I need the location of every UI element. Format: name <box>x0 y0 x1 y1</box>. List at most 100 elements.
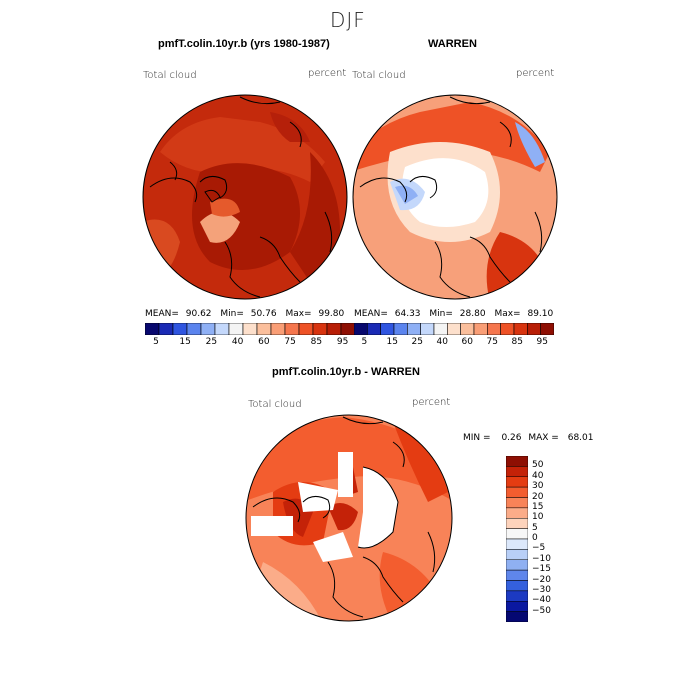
colorbar-tick-label: 20 <box>532 491 544 502</box>
page-title: DJF <box>330 8 366 32</box>
panel3-max-label: MAX = <box>528 433 559 443</box>
colorbar-swatch <box>506 559 528 571</box>
colorbar-tick-label: −50 <box>532 605 551 616</box>
colorbar-tick-label: 15 <box>179 337 191 347</box>
panel2-polar-map <box>352 94 558 300</box>
panel2-title: WARREN <box>428 38 477 50</box>
colorbar-swatch <box>487 323 501 335</box>
panel2-colorbar <box>354 323 554 335</box>
colorbar-swatch <box>228 323 244 335</box>
colorbar-tick-label: 15 <box>386 337 398 347</box>
colorbar-swatch <box>506 518 528 529</box>
panel3-max-value: 68.01 <box>567 433 594 443</box>
colorbar-swatch <box>540 323 554 335</box>
colorbar-swatch <box>433 323 448 335</box>
panel1-colorbar-ticks: 5 15 25 40 60 75 85 95 <box>145 337 355 349</box>
colorbar-swatch <box>214 323 230 335</box>
panel1-mean-label: MEAN= <box>145 309 179 319</box>
colorbar-tick-label: 10 <box>532 512 544 523</box>
colorbar-tick-label: 75 <box>486 337 498 347</box>
colorbar-swatch <box>506 507 528 519</box>
panel3-colorbar-ticks: 50 40 30 20 15 10 5 0 −5 −10 −15 −20 −30 −40 −50 <box>532 456 572 622</box>
colorbar-tick-label: −15 <box>532 564 551 575</box>
colorbar-swatch <box>506 456 528 467</box>
colorbar-swatch <box>506 486 528 498</box>
colorbar-swatch <box>506 590 528 602</box>
colorbar-swatch <box>407 323 421 335</box>
colorbar-tick-label: 0 <box>532 533 538 543</box>
colorbar-tick-label: 85 <box>310 337 323 347</box>
panel2-units-label: percent <box>516 68 555 79</box>
colorbar-swatch <box>326 323 342 335</box>
colorbar-swatch <box>506 549 528 560</box>
panel2-field-label: Total cloud <box>352 70 406 81</box>
colorbar-swatch <box>527 323 541 335</box>
panel1-polar-map <box>142 94 348 300</box>
colorbar-swatch <box>506 611 528 622</box>
colorbar-swatch <box>256 323 272 335</box>
colorbar-swatch <box>473 323 488 335</box>
panel1-max-label: Max= <box>285 309 312 319</box>
colorbar-tick-label: 75 <box>284 337 296 347</box>
colorbar-tick-label: 85 <box>511 337 523 347</box>
colorbar-swatch <box>506 601 528 612</box>
colorbar-swatch <box>506 476 528 488</box>
colorbar-swatch <box>506 569 528 581</box>
colorbar-swatch <box>270 323 286 335</box>
colorbar-swatch <box>284 323 300 335</box>
colorbar-swatch <box>145 323 160 335</box>
colorbar-tick-label: −10 <box>532 553 551 564</box>
colorbar-swatch <box>506 497 528 509</box>
colorbar-tick-label: 60 <box>258 337 270 347</box>
colorbar-tick-label: 5 <box>361 337 368 347</box>
panel3-polar-map <box>245 414 453 622</box>
colorbar-swatch <box>340 323 355 335</box>
colorbar-swatch <box>500 323 515 335</box>
colorbar-swatch <box>506 466 528 477</box>
colorbar-tick-label: 40 <box>231 337 244 347</box>
panel3-field-label: Total cloud <box>248 399 302 410</box>
colorbar-swatch <box>298 323 314 335</box>
colorbar-swatch <box>447 323 461 335</box>
colorbar-swatch <box>354 323 368 335</box>
panel3-min-value: 0.26 <box>501 433 522 443</box>
colorbar-tick-label: −20 <box>532 574 551 585</box>
colorbar-tick-label: 50 <box>532 460 544 471</box>
panel2-colorbar-ticks: 5 15 25 40 60 75 85 95 <box>354 337 554 349</box>
colorbar-swatch <box>513 323 528 335</box>
panel2-min-value: 28.80 <box>459 309 486 319</box>
colorbar-tick-label: 25 <box>205 337 218 347</box>
panel2-max-value: 89.10 <box>527 309 554 319</box>
panel2-stats: MEAN= 64.33 Min= 28.80 Max= 89.10 <box>354 309 553 319</box>
colorbar-tick-label: 15 <box>532 501 544 512</box>
panel2-mean-label: MEAN= <box>354 309 388 319</box>
panel1-mean-value: 90.62 <box>185 309 212 319</box>
panel1-title: pmfT.colin.10yr.b (yrs 1980-1987) <box>158 38 330 50</box>
colorbar-swatch <box>420 323 435 335</box>
colorbar-swatch <box>380 323 395 335</box>
panel3-units-label: percent <box>412 397 451 408</box>
panel1-field-label: Total cloud <box>143 70 197 81</box>
panel1-min-label: Min= <box>220 309 244 319</box>
colorbar-tick-label: −40 <box>532 595 551 606</box>
colorbar-tick-label: 5 <box>532 522 538 533</box>
colorbar-swatch <box>242 323 258 335</box>
panel2-max-label: Max= <box>494 309 521 319</box>
colorbar-swatch <box>393 323 408 335</box>
colorbar-swatch <box>186 323 202 335</box>
panel3-title: pmfT.colin.10yr.b - WARREN <box>272 366 420 378</box>
colorbar-tick-label: 40 <box>532 470 544 481</box>
panel2-min-label: Min= <box>429 309 453 319</box>
colorbar-swatch <box>367 323 381 335</box>
panel1-min-value: 50.76 <box>250 309 277 319</box>
colorbar-swatch <box>506 538 528 550</box>
colorbar-swatch <box>506 580 528 592</box>
colorbar-swatch <box>506 528 528 540</box>
colorbar-tick-label: −5 <box>532 543 546 554</box>
colorbar-tick-label: 95 <box>536 337 548 347</box>
colorbar-tick-label: 40 <box>436 337 448 347</box>
panel1-stats: MEAN= 90.62 Min= 50.76 Max= 99.80 <box>145 309 344 319</box>
panel3-min-label: MIN = <box>463 433 491 443</box>
colorbar-swatch <box>158 323 174 335</box>
colorbar-tick-label: 30 <box>532 481 544 492</box>
